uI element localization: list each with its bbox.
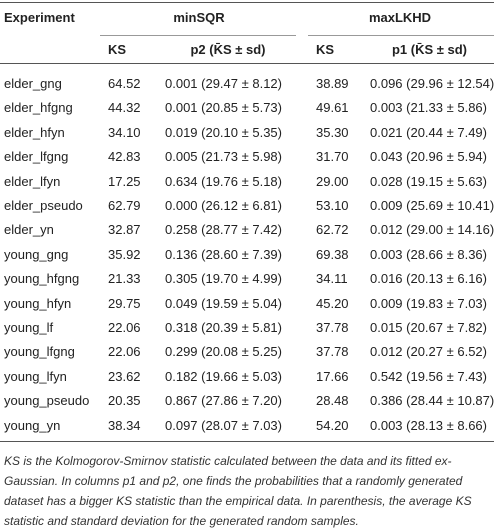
table-cell: 0.016 (20.13 ± 6.16)	[370, 271, 487, 287]
table-cell: 0.182 (19.66 ± 5.03)	[165, 368, 282, 384]
group-rule	[308, 35, 494, 36]
table-cell: 0.258 (28.77 ± 7.42)	[165, 222, 282, 238]
table-cell: 0.019 (20.10 ± 5.35)	[165, 124, 282, 140]
table-cell: 0.003 (21.33 ± 5.86)	[370, 100, 487, 116]
table-cell: 23.62	[108, 368, 141, 384]
row-label: young_lfyn	[4, 368, 67, 384]
table-cell: 17.25	[108, 173, 141, 189]
table-cell: 17.66	[316, 368, 349, 384]
table-cell: 0.012 (29.00 ± 14.16)	[370, 222, 494, 238]
group-header: minSQR	[173, 10, 225, 25]
table-cell: 49.61	[316, 100, 349, 116]
table-cell: 38.89	[316, 76, 349, 91]
table-cell: 0.136 (28.60 ± 7.39)	[165, 246, 282, 262]
table-cell: 0.542 (19.56 ± 7.43)	[370, 368, 487, 384]
footnote: KS is the Kolmogorov-Smirnov statistic c…	[4, 454, 472, 528]
table-cell: 62.79	[108, 198, 141, 213]
table-cell: 22.06	[108, 320, 141, 335]
header-cell: KS	[316, 42, 335, 57]
bottom-rule	[0, 441, 494, 442]
table-cell: 53.10	[316, 198, 349, 213]
row-label: young_lfgng	[4, 344, 75, 360]
table-cell: 44.32	[108, 100, 141, 116]
table-cell: 0.305 (19.70 ± 4.99)	[165, 271, 282, 287]
table-cell: 34.11	[316, 271, 348, 287]
table-cell: 31.70	[316, 149, 349, 165]
row-label: elder_lfgng	[4, 149, 69, 165]
row-label: elder_hfyn	[4, 124, 65, 140]
table-cell: 42.83	[108, 149, 141, 165]
table-cell: 0.012 (20.27 ± 6.52)	[370, 344, 487, 360]
table-cell: 0.097 (28.07 ± 7.03)	[165, 417, 282, 433]
row-label: elder_gng	[4, 76, 62, 91]
table-cell: 21.33	[108, 271, 141, 287]
table-cell: 0.000 (26.12 ± 6.81)	[165, 198, 282, 213]
table-cell: 0.386 (28.44 ± 10.87)	[370, 393, 494, 409]
row-label: young_pseudo	[4, 393, 90, 409]
table-cell: 0.001 (29.47 ± 8.12)	[165, 76, 282, 91]
table-cell: 0.867 (27.86 ± 7.20)	[165, 393, 282, 409]
group-header: maxLKHD	[368, 10, 432, 25]
table-cell: 0.003 (28.13 ± 8.66)	[370, 417, 487, 433]
table-cell: 38.34	[108, 417, 141, 433]
table-cell: 0.001 (20.85 ± 5.73)	[165, 100, 282, 116]
table-cell: 0.009 (25.69 ± 10.41)	[370, 198, 494, 213]
table-cell: 0.049 (19.59 ± 5.04)	[165, 295, 282, 311]
group-rule	[100, 35, 296, 36]
header-cell: KS	[108, 42, 127, 57]
table-cell: 37.78	[316, 344, 349, 360]
table-cell: 0.005 (21.73 ± 5.98)	[165, 149, 282, 165]
header-cell: p2 (K̄S ± sd)	[190, 42, 266, 57]
header-cell: Experiment	[4, 10, 75, 25]
row-label: young_hfgng	[4, 271, 80, 287]
table-cell: 0.003 (28.66 ± 8.36)	[370, 246, 487, 262]
table-cell: 34.10	[108, 124, 141, 140]
table-cell: 29.00	[316, 173, 349, 189]
row-label: young_gng	[4, 246, 69, 262]
row-label: young_lf	[4, 320, 54, 335]
row-label: elder_lfyn	[4, 173, 61, 189]
table-cell: 62.72	[316, 222, 349, 238]
row-label: elder_pseudo	[4, 198, 83, 213]
table-cell: 29.75	[108, 295, 141, 311]
table-cell: 35.92	[108, 246, 141, 262]
header-cell: p1 (K̄S ± sd)	[391, 42, 468, 57]
table-cell: 37.78	[316, 320, 349, 335]
table-cell: 0.096 (29.96 ± 12.54)	[370, 76, 494, 91]
table-cell: 69.38	[316, 246, 349, 262]
row-label: young_yn	[4, 417, 61, 433]
table-cell: 35.30	[316, 124, 349, 140]
table-cell: 0.634 (19.76 ± 5.18)	[165, 173, 282, 189]
table-cell: 0.299 (20.08 ± 5.25)	[165, 344, 282, 360]
row-label: elder_yn	[4, 222, 54, 238]
table-cell: 28.48	[316, 393, 349, 409]
table-cell: 45.20	[316, 295, 349, 311]
table-cell: 0.043 (20.96 ± 5.94)	[370, 149, 487, 165]
row-label: elder_hfgng	[4, 100, 73, 116]
table-cell: 32.87	[108, 222, 141, 238]
table-cell: 0.015 (20.67 ± 7.82)	[370, 320, 487, 335]
header-rule	[0, 63, 494, 64]
table-cell: 22.06	[108, 344, 141, 360]
table-cell: 0.009 (19.83 ± 7.03)	[370, 295, 487, 311]
table-cell: 0.021 (20.44 ± 7.49)	[370, 124, 487, 140]
top-rule	[0, 2, 494, 3]
row-label: young_hfyn	[4, 295, 72, 311]
table-cell: 0.028 (19.15 ± 5.63)	[370, 173, 487, 189]
table-cell: 64.52	[108, 76, 141, 91]
table-cell: 20.35	[108, 393, 141, 409]
table-cell: 54.20	[316, 417, 349, 433]
table-cell: 0.318 (20.39 ± 5.81)	[165, 320, 282, 335]
